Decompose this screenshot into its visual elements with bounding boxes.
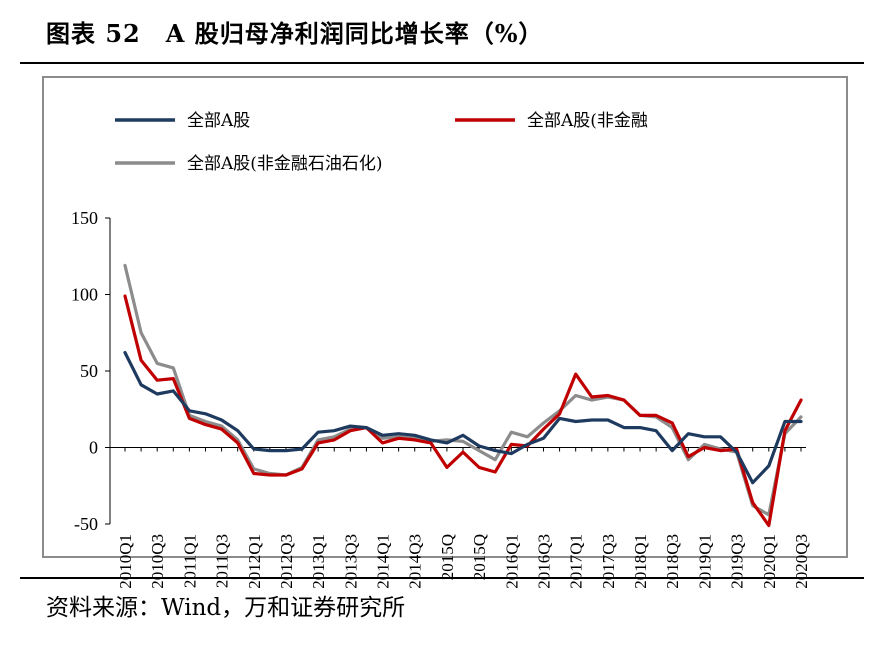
legend-label: 全部A股: [187, 111, 250, 131]
legend-label: 全部A股(非金融: [527, 111, 648, 131]
x-tick-label: 2015Q: [438, 534, 457, 580]
x-tick-label: 2011Q1: [180, 534, 199, 588]
series-line: [123, 263, 803, 517]
x-tick-label: 2013Q1: [309, 534, 328, 589]
y-tick-label: -50: [74, 514, 98, 534]
y-tick-label: 50: [80, 361, 98, 381]
x-tick-label: 2017Q1: [567, 534, 586, 589]
x-tick-label: 2010Q3: [148, 534, 167, 589]
y-tick-label: 100: [71, 285, 98, 305]
y-tick-label: 0: [89, 438, 98, 458]
series-line: [123, 294, 803, 528]
legend-label: 全部A股(非金融石油石化): [187, 154, 383, 174]
x-tick-label: 2010Q1: [116, 534, 135, 589]
x-tick-label: 2014Q1: [374, 534, 393, 589]
x-tick-label: 2019Q1: [695, 534, 714, 589]
bottom-rule: [20, 577, 864, 579]
x-tick-label: 2016Q3: [534, 534, 553, 589]
x-tick-label: 2017Q3: [599, 534, 618, 589]
x-tick-label: 2018Q3: [663, 534, 682, 589]
chart-series: [123, 263, 803, 528]
x-tick-label: 2013Q3: [341, 534, 360, 589]
figure-title: 图表 52 A 股归母净利润同比增长率（%）: [46, 19, 544, 48]
chart-axes: 150 100 50 0 -50 2010Q1 2010Q3 2011Q1 2011Q3 2012…: [71, 208, 811, 589]
x-tick-label: 2012Q3: [277, 534, 296, 589]
x-tick-label: 2019Q3: [728, 534, 747, 589]
x-tick-label: 2011Q3: [213, 534, 232, 588]
y-tick-label: 150: [71, 208, 98, 228]
x-tick-label: 2020Q3: [792, 534, 811, 589]
x-tick-label: 2015Q: [470, 534, 489, 580]
x-tick-label: 2012Q1: [245, 534, 264, 589]
x-tick-label: 2014Q3: [406, 534, 425, 589]
top-rule: [20, 62, 864, 64]
series-line: [123, 351, 803, 485]
chart-frame: [42, 76, 848, 558]
x-tick-label: 2020Q1: [760, 534, 779, 589]
source-note: 资料来源：Wind，万和证券研究所: [46, 595, 406, 621]
x-tick-label: 2016Q1: [502, 534, 521, 589]
x-tick-label: 2018Q1: [631, 534, 650, 589]
